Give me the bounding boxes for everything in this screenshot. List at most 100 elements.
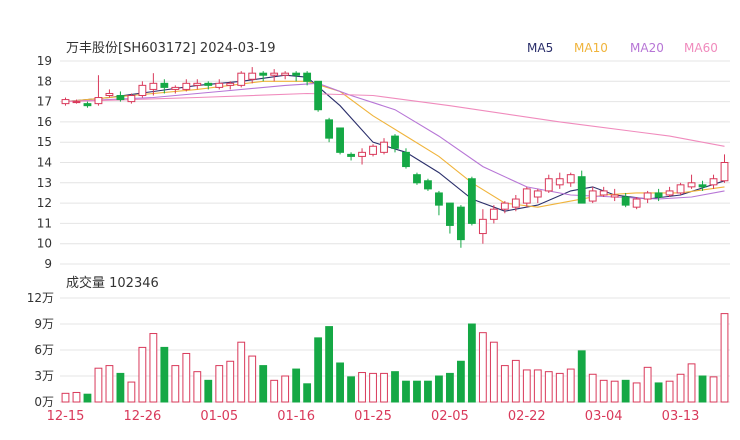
volume-bar bbox=[226, 360, 235, 403]
volume-bar bbox=[215, 365, 224, 403]
candle-body bbox=[577, 176, 586, 204]
candle bbox=[347, 152, 355, 161]
candle bbox=[698, 180, 707, 191]
volume-bar bbox=[237, 341, 246, 403]
candle bbox=[391, 134, 399, 153]
candle-body bbox=[369, 145, 377, 155]
volume-bar bbox=[248, 355, 257, 403]
candle-body bbox=[94, 97, 103, 105]
candle bbox=[369, 144, 377, 157]
volume-bar bbox=[116, 372, 125, 403]
candle bbox=[127, 93, 136, 104]
volume-bar bbox=[391, 371, 399, 403]
candle-body bbox=[522, 188, 531, 204]
ma-legend-ma10: MA10 bbox=[574, 41, 608, 55]
volume-bar bbox=[577, 350, 586, 403]
candle bbox=[467, 176, 476, 226]
candle-body bbox=[676, 184, 685, 194]
candle bbox=[314, 80, 323, 112]
volume-bar bbox=[698, 375, 707, 403]
candle-body bbox=[413, 174, 421, 184]
volume-bar bbox=[446, 372, 454, 403]
volume-bar bbox=[325, 326, 334, 403]
candle bbox=[402, 148, 410, 169]
volume-bar bbox=[500, 365, 509, 403]
candle bbox=[380, 138, 388, 155]
candle-body bbox=[204, 82, 213, 86]
volume-bar bbox=[621, 379, 630, 403]
volume-bar bbox=[676, 373, 685, 403]
candle-body bbox=[720, 162, 729, 182]
candle-body bbox=[347, 153, 355, 157]
price-tick-label: 19 bbox=[37, 54, 52, 68]
candle bbox=[292, 71, 301, 82]
volume-bar bbox=[643, 366, 652, 403]
ma-legend-ma60: MA60 bbox=[684, 41, 718, 55]
candle-body bbox=[489, 208, 498, 220]
candle bbox=[588, 186, 597, 204]
candle-body bbox=[171, 86, 180, 90]
volume-bar bbox=[127, 381, 136, 403]
price-tick-label: 16 bbox=[37, 115, 52, 129]
price-tick-label: 14 bbox=[37, 156, 52, 170]
volume-bar bbox=[270, 379, 279, 403]
candle-body bbox=[435, 192, 443, 206]
candle bbox=[676, 182, 685, 195]
price-grid bbox=[60, 60, 730, 265]
price-tick-label: 12 bbox=[37, 196, 52, 210]
candle-body bbox=[544, 178, 553, 192]
volume-tick-label: 0万 bbox=[34, 395, 54, 409]
candle bbox=[577, 170, 586, 204]
candle bbox=[204, 81, 213, 90]
candle-body bbox=[248, 72, 257, 80]
candle bbox=[555, 172, 564, 189]
candle bbox=[83, 101, 92, 108]
candle-body bbox=[149, 82, 158, 90]
candle bbox=[281, 71, 290, 80]
candle bbox=[105, 89, 114, 98]
volume-bar bbox=[303, 383, 312, 403]
candle bbox=[522, 186, 531, 208]
candle-body bbox=[358, 151, 366, 157]
candle-body bbox=[391, 135, 399, 149]
price-tick-label: 9 bbox=[44, 257, 52, 271]
candle-body bbox=[314, 80, 323, 111]
volume-bar bbox=[358, 372, 366, 403]
volume-bar bbox=[522, 369, 531, 403]
candle bbox=[226, 81, 235, 90]
volume-bar bbox=[533, 369, 542, 403]
volume-bar bbox=[281, 375, 290, 403]
date-tick-label: 02-22 bbox=[508, 409, 546, 424]
candle bbox=[182, 79, 191, 92]
volume-bar bbox=[193, 371, 202, 403]
volume-bar bbox=[347, 376, 355, 403]
candle-body bbox=[709, 178, 718, 186]
candle-body bbox=[665, 190, 674, 196]
candle-body bbox=[380, 141, 388, 153]
candle bbox=[270, 69, 279, 82]
candle bbox=[248, 67, 257, 84]
date-tick-label: 03-04 bbox=[585, 409, 623, 424]
volume-bar bbox=[687, 363, 696, 403]
candle bbox=[303, 71, 312, 86]
price-tick-label: 18 bbox=[37, 74, 52, 88]
volume-bar bbox=[204, 379, 213, 403]
candle bbox=[709, 174, 718, 189]
candle-body bbox=[511, 198, 520, 208]
candle-body bbox=[446, 202, 454, 226]
ma-legend: MA5 MA10 MA20 MA60 bbox=[527, 41, 718, 55]
date-tick-label: 02-05 bbox=[431, 409, 469, 424]
volume-bar bbox=[314, 337, 323, 403]
candle-body bbox=[138, 84, 147, 97]
candle bbox=[193, 79, 202, 90]
volume-tick-label: 6万 bbox=[34, 343, 54, 357]
ma-line-ma60 bbox=[65, 92, 725, 147]
candle-body bbox=[599, 190, 608, 196]
volume-bar bbox=[632, 382, 641, 403]
candle bbox=[500, 201, 509, 214]
candle bbox=[446, 202, 454, 234]
chart-title: 万丰股份[SH603172] 2024-03-19 bbox=[66, 41, 275, 56]
volume-bar bbox=[413, 380, 421, 403]
volume-bar bbox=[292, 368, 301, 403]
volume-bar bbox=[709, 376, 718, 403]
